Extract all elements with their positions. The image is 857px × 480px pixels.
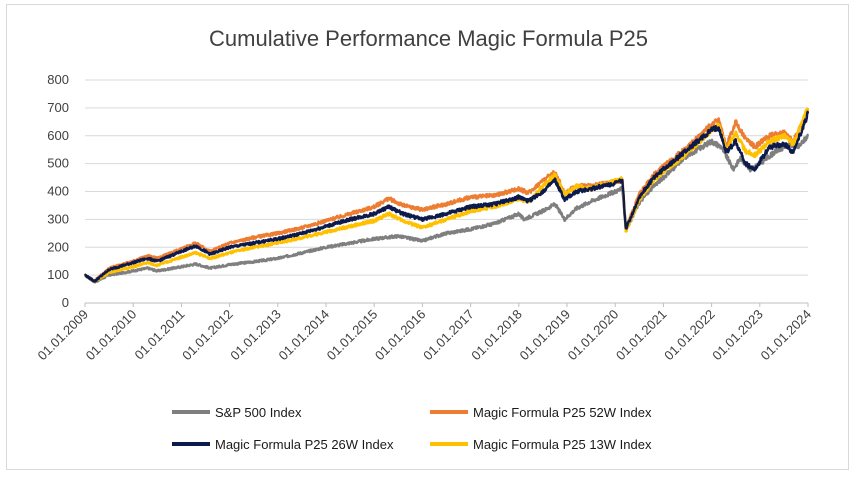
x-tick-label: 01.01.2012 bbox=[179, 307, 236, 364]
x-tick-label: 01.01.2018 bbox=[468, 307, 525, 364]
x-tick-label: 01.01.2015 bbox=[324, 307, 381, 364]
x-axis-ticks: 01.01.200901.01.201001.01.201101.01.2012… bbox=[34, 303, 814, 363]
y-tick-label: 800 bbox=[47, 72, 69, 87]
gridlines bbox=[85, 79, 808, 304]
x-tick-label: 01.01.2014 bbox=[275, 307, 332, 364]
chart-frame bbox=[6, 4, 849, 470]
x-tick-label: 01.01.2019 bbox=[516, 307, 573, 364]
y-tick-label: 200 bbox=[47, 239, 69, 254]
series-line bbox=[83, 108, 810, 283]
x-tick-label: 01.01.2016 bbox=[372, 307, 429, 364]
y-axis-ticks: 0 100 200 300 400 500 600 700 800 bbox=[47, 72, 69, 310]
legend-label: Magic Formula P25 52W Index bbox=[473, 405, 652, 420]
series-lines bbox=[83, 107, 810, 284]
y-tick-label: 600 bbox=[47, 128, 69, 143]
x-tick-label: 01.01.2023 bbox=[709, 307, 766, 364]
legend: S&P 500 Index Magic Formula P25 52W Index… bbox=[172, 405, 652, 452]
legend-label: S&P 500 Index bbox=[215, 405, 302, 420]
series-line bbox=[84, 110, 810, 283]
x-tick-label: 01.01.2013 bbox=[227, 307, 284, 364]
x-tick-label: 01.01.2009 bbox=[34, 307, 91, 364]
legend-label: Magic Formula P25 13W Index bbox=[473, 437, 652, 452]
x-tick-label: 01.01.2010 bbox=[83, 307, 140, 364]
legend-label: Magic Formula P25 26W Index bbox=[215, 437, 394, 452]
x-tick-label: 01.01.2017 bbox=[420, 307, 477, 364]
x-tick-label: 01.01.2021 bbox=[613, 307, 670, 364]
y-tick-label: 100 bbox=[47, 267, 69, 282]
x-tick-label: 01.01.2024 bbox=[757, 307, 814, 364]
chart-title: Cumulative Performance Magic Formula P25 bbox=[209, 26, 648, 51]
y-tick-label: 400 bbox=[47, 184, 69, 199]
x-tick-label: 01.01.2020 bbox=[565, 307, 622, 364]
y-tick-label: 300 bbox=[47, 211, 69, 226]
y-tick-label: 500 bbox=[47, 156, 69, 171]
y-tick-label: 700 bbox=[47, 100, 69, 115]
x-tick-label: 01.01.2022 bbox=[661, 307, 718, 364]
series-line bbox=[84, 133, 810, 284]
x-tick-label: 01.01.2011 bbox=[132, 307, 188, 363]
y-tick-label: 0 bbox=[62, 295, 69, 310]
